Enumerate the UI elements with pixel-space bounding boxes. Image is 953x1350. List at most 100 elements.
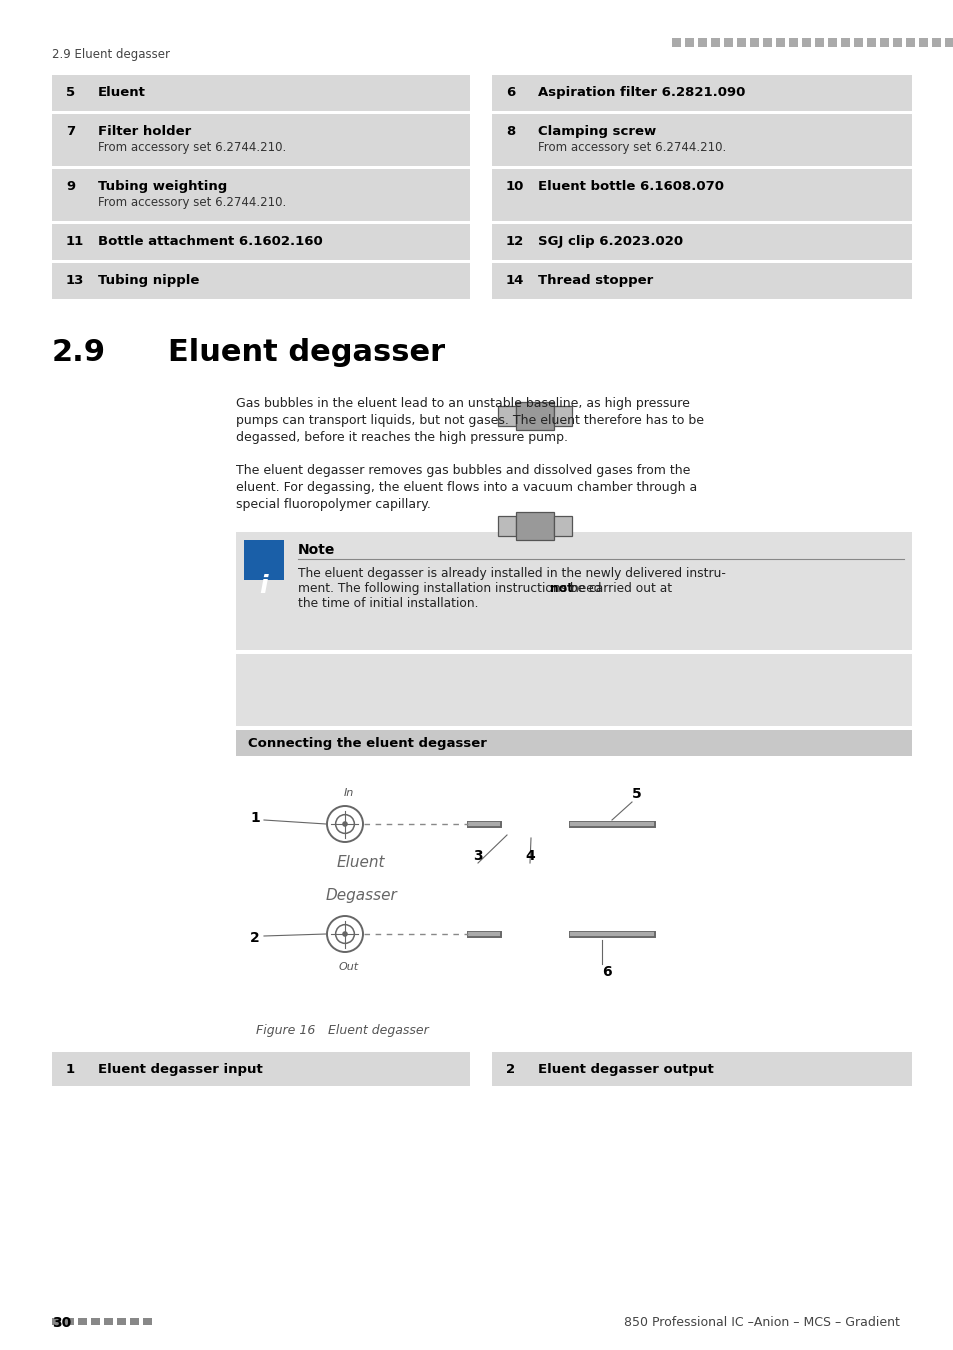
Text: special fluoropolymer capillary.: special fluoropolymer capillary. [235, 498, 431, 512]
Bar [117, 1318, 126, 1324]
Text: 5: 5 [66, 86, 75, 99]
Text: 6: 6 [505, 86, 515, 99]
Text: Tubing nipple: Tubing nipple [98, 274, 199, 288]
Bar [918, 38, 927, 47]
Text: 11: 11 [66, 235, 84, 248]
Text: eluent. For degassing, the eluent flows into a vacuum chamber through a: eluent. For degassing, the eluent flows … [235, 481, 697, 494]
Text: Eluent: Eluent [98, 86, 146, 99]
Text: Eluent: Eluent [336, 855, 385, 869]
Text: Eluent degasser: Eluent degasser [315, 1025, 428, 1037]
Text: ment. The following installation instructions need: ment. The following installation instruc… [297, 582, 605, 595]
Bar [492, 169, 911, 221]
Text: Degasser: Degasser [325, 888, 396, 903]
Text: 14: 14 [505, 274, 524, 288]
Text: 1: 1 [250, 811, 259, 825]
Bar [775, 38, 784, 47]
Bar [235, 653, 911, 726]
Text: 7: 7 [66, 126, 75, 138]
Text: Eluent degasser: Eluent degasser [168, 338, 445, 367]
Bar [497, 406, 516, 427]
Bar [244, 540, 284, 580]
Text: From accessory set 6.2744.210.: From accessory set 6.2744.210. [98, 140, 286, 154]
Bar [91, 1318, 100, 1324]
Bar [492, 263, 911, 298]
Text: Clamping screw: Clamping screw [537, 126, 656, 138]
Text: Eluent degasser output: Eluent degasser output [537, 1062, 713, 1076]
Circle shape [342, 821, 348, 826]
Bar [130, 1318, 139, 1324]
Text: Bottle attachment 6.1602.160: Bottle attachment 6.1602.160 [98, 235, 322, 248]
Text: In: In [343, 788, 354, 798]
Text: 2: 2 [250, 931, 259, 945]
Bar [698, 38, 706, 47]
Text: The eluent degasser is already installed in the newly delivered instru-: The eluent degasser is already installed… [297, 567, 725, 580]
Text: Out: Out [338, 963, 358, 972]
Bar [866, 38, 875, 47]
Bar [65, 1318, 74, 1324]
Bar [235, 730, 911, 756]
Text: 5: 5 [631, 787, 641, 801]
Bar [892, 38, 901, 47]
Bar [516, 512, 554, 540]
Text: Tubing weighting: Tubing weighting [98, 180, 227, 193]
Text: not: not [550, 582, 573, 595]
Bar [684, 38, 693, 47]
Text: Gas bubbles in the eluent lead to an unstable baseline, as high pressure: Gas bubbles in the eluent lead to an uns… [235, 397, 689, 410]
Bar [671, 38, 680, 47]
Bar [737, 38, 745, 47]
Text: 4: 4 [524, 849, 535, 863]
Bar [710, 38, 720, 47]
Bar [492, 224, 911, 261]
Text: 2.9: 2.9 [52, 338, 106, 367]
Bar [814, 38, 823, 47]
Text: From accessory set 6.2744.210.: From accessory set 6.2744.210. [98, 196, 286, 209]
Text: Filter holder: Filter holder [98, 126, 191, 138]
Bar [516, 402, 554, 431]
Text: 13: 13 [66, 274, 84, 288]
Bar [554, 516, 572, 536]
Bar [235, 756, 911, 1017]
Bar [879, 38, 888, 47]
Text: From accessory set 6.2744.210.: From accessory set 6.2744.210. [537, 140, 725, 154]
Text: the time of initial installation.: the time of initial installation. [297, 597, 478, 610]
Bar [104, 1318, 112, 1324]
Text: Thread stopper: Thread stopper [537, 274, 653, 288]
Text: Aspiration filter 6.2821.090: Aspiration filter 6.2821.090 [537, 86, 744, 99]
Bar [841, 38, 849, 47]
Bar [497, 516, 516, 536]
Bar [492, 113, 911, 166]
Bar [52, 224, 470, 261]
Bar [801, 38, 810, 47]
Bar [52, 1052, 470, 1085]
Text: Note: Note [297, 543, 335, 558]
Bar [554, 406, 572, 427]
Text: The eluent degasser removes gas bubbles and dissolved gases from the: The eluent degasser removes gas bubbles … [235, 464, 690, 477]
Bar [931, 38, 940, 47]
Text: 850 Professional IC –Anion – MCS – Gradient: 850 Professional IC –Anion – MCS – Gradi… [623, 1316, 899, 1328]
Bar [78, 1318, 87, 1324]
Bar [492, 1052, 911, 1085]
Text: 10: 10 [505, 180, 524, 193]
Text: 9: 9 [66, 180, 75, 193]
Text: 30: 30 [52, 1316, 71, 1330]
Text: Eluent degasser input: Eluent degasser input [98, 1062, 262, 1076]
Bar [52, 263, 470, 298]
Text: be carried out at: be carried out at [566, 582, 672, 595]
Bar [853, 38, 862, 47]
Bar [143, 1318, 152, 1324]
Text: pumps can transport liquids, but not gases. The eluent therefore has to be: pumps can transport liquids, but not gas… [235, 414, 703, 427]
Text: 2.9 Eluent degasser: 2.9 Eluent degasser [52, 49, 170, 61]
Text: 3: 3 [473, 849, 482, 863]
Text: degassed, before it reaches the high pressure pump.: degassed, before it reaches the high pre… [235, 431, 567, 444]
Bar [788, 38, 797, 47]
Text: Connecting the eluent degasser: Connecting the eluent degasser [248, 737, 486, 751]
Bar [52, 76, 470, 111]
Bar [827, 38, 836, 47]
Bar [944, 38, 953, 47]
Bar [723, 38, 732, 47]
Bar [762, 38, 771, 47]
Bar [492, 76, 911, 111]
Text: 8: 8 [505, 126, 515, 138]
Bar [52, 169, 470, 221]
Text: 1: 1 [66, 1062, 75, 1076]
